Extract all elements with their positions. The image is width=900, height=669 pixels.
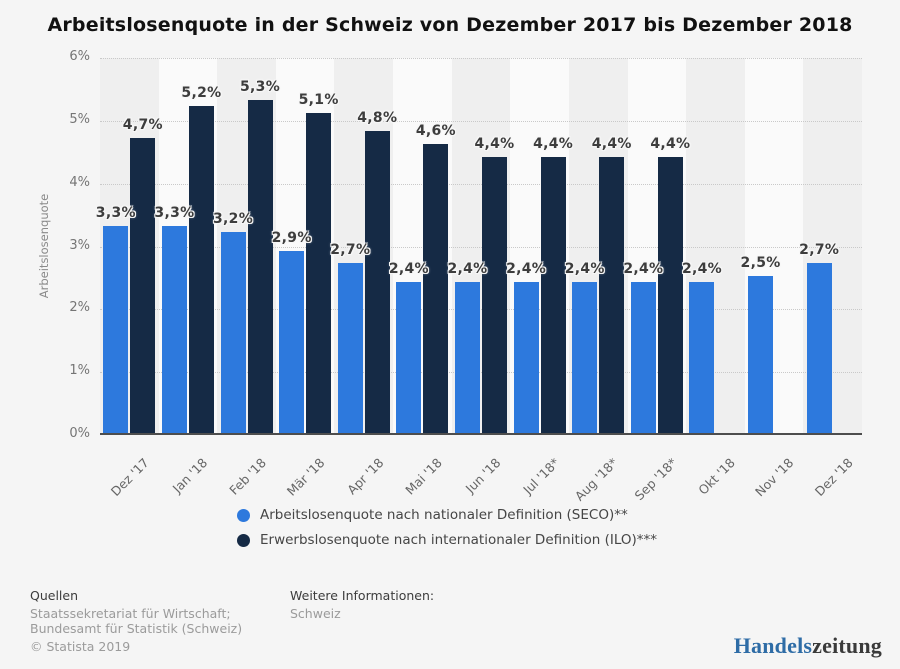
seco-legend-dot-icon: [237, 508, 250, 522]
bar-ilo: [540, 156, 566, 433]
ilo-legend-dot-icon: [237, 533, 250, 547]
value-label: 2,4%: [447, 261, 488, 278]
bar-ilo: [188, 106, 214, 433]
x-tick-label: Jan '18: [169, 455, 211, 496]
more-info-link[interactable]: Schweiz: [290, 606, 341, 621]
bar-ilo: [364, 131, 390, 433]
value-label: 5,1%: [298, 91, 339, 108]
x-tick-label: Mai '18: [402, 455, 445, 498]
x-tick-label: Dez '17: [107, 455, 152, 499]
value-label: 5,3%: [240, 78, 281, 95]
y-tick-label: 0%: [69, 426, 90, 441]
x-tick-label: Apr '18: [343, 455, 387, 498]
bar-seco: [161, 225, 187, 433]
x-tick-label: Okt '18: [695, 455, 739, 498]
bar-seco: [806, 263, 832, 433]
y-tick-label: 3%: [69, 237, 90, 253]
value-label: 4,4%: [474, 135, 515, 152]
sources-title: Quellen: [30, 588, 79, 603]
more-info-title: Weitere Informationen:: [290, 588, 435, 603]
value-label: 4,6%: [415, 122, 456, 139]
value-label: 2,7%: [799, 242, 840, 259]
gridline: [100, 58, 862, 59]
logo-part-blue: Handels: [733, 633, 813, 658]
logo-part-dark: zeitung: [812, 633, 882, 658]
y-tick-label: 5%: [69, 111, 90, 127]
value-label: 3,3%: [154, 204, 195, 221]
value-label: 4,8%: [357, 110, 398, 127]
y-tick-label: 2%: [69, 300, 90, 316]
handelszeitung-logo: Handelszeitung: [734, 633, 882, 659]
y-tick-label: 6%: [69, 49, 90, 64]
legend: Arbeitslosenquote nach nationaler Defini…: [237, 507, 657, 557]
x-tick-label: Jun '18: [462, 455, 504, 496]
x-tick-label: Jul '18*: [520, 455, 563, 498]
value-label: 2,5%: [740, 254, 781, 271]
bar-ilo: [306, 112, 332, 433]
bar-ilo: [247, 99, 273, 433]
bar-seco: [572, 282, 598, 433]
copyright-text: © Statista 2019: [30, 639, 131, 654]
legend-item-label: Erwerbslosenquote nach internationaler D…: [260, 532, 658, 548]
bar-ilo: [657, 156, 683, 433]
bar-seco: [103, 225, 129, 433]
y-axis-ticks: 6% 5% 4% 3% 2% 1% 0%: [0, 49, 90, 441]
more-info-block: Weitere Informationen: Schweiz: [290, 588, 510, 621]
bar-seco: [279, 250, 305, 433]
legend-item-label: Arbeitslosenquote nach nationaler Defini…: [260, 507, 628, 523]
bar-seco: [337, 263, 363, 433]
x-tick-label: Sep '18*: [631, 455, 680, 504]
value-label: 2,7%: [330, 242, 371, 259]
sources-text: Staatssekretariat für Wirtschaft; Bundes…: [30, 606, 243, 636]
gridline: [100, 372, 862, 374]
value-label: 2,4%: [506, 261, 547, 278]
gridline: [100, 246, 862, 248]
value-label: 4,4%: [650, 135, 691, 152]
value-label: 2,4%: [564, 261, 605, 278]
bar-seco: [220, 231, 246, 433]
bar-seco: [513, 282, 539, 433]
value-label: 4,4%: [533, 135, 574, 152]
bar-ilo: [423, 143, 449, 433]
value-label: 4,4%: [591, 135, 632, 152]
bar-ilo: [599, 156, 625, 433]
y-tick-label: 4%: [69, 174, 90, 190]
gridline: [100, 183, 862, 185]
x-axis-ticks: Dez '17 Jan '18 Feb '18 Mär '18 Apr '18 Mai '…: [100, 441, 862, 507]
x-tick-label: Nov '18: [752, 455, 797, 500]
x-tick-label: Dez '18: [811, 455, 856, 499]
value-label: 2,9%: [271, 229, 312, 246]
value-label: 3,3%: [95, 204, 136, 221]
plot-area: 3,3% 4,7% 3,3% 5,2% 3,2% 5,3% 2,9% 5,1% 2,7% 4,8%…: [96, 58, 862, 435]
legend-item-seco: Arbeitslosenquote nach nationaler Defini…: [237, 507, 657, 523]
bar-seco: [455, 282, 480, 433]
bar-seco: [396, 282, 422, 433]
bar-ilo: [482, 156, 507, 433]
bar-seco: [748, 275, 774, 433]
x-tick-label: Mär '18: [283, 455, 328, 499]
gridline: [100, 309, 862, 311]
bar-seco: [689, 282, 715, 433]
legend-item-ilo: Erwerbslosenquote nach internationaler D…: [237, 532, 657, 548]
value-label: 4,7%: [122, 116, 163, 133]
bar-seco: [630, 282, 656, 433]
x-tick-label: Aug '18*: [572, 455, 621, 504]
y-tick-label: 1%: [69, 363, 90, 379]
value-label: 2,4%: [623, 261, 664, 278]
value-label: 2,4%: [681, 261, 722, 278]
bar-ilo: [130, 137, 156, 433]
value-label: 3,2%: [213, 210, 254, 227]
value-label: 2,4%: [388, 261, 429, 278]
chart-title: Arbeitslosenquote in der Schweiz von Dez…: [47, 14, 853, 36]
gridline: [100, 120, 862, 122]
value-label: 5,2%: [181, 85, 222, 102]
x-tick-label: Feb '18: [226, 455, 270, 498]
sources-block: Quellen Staatssekretariat für Wirtschaft…: [30, 588, 292, 654]
